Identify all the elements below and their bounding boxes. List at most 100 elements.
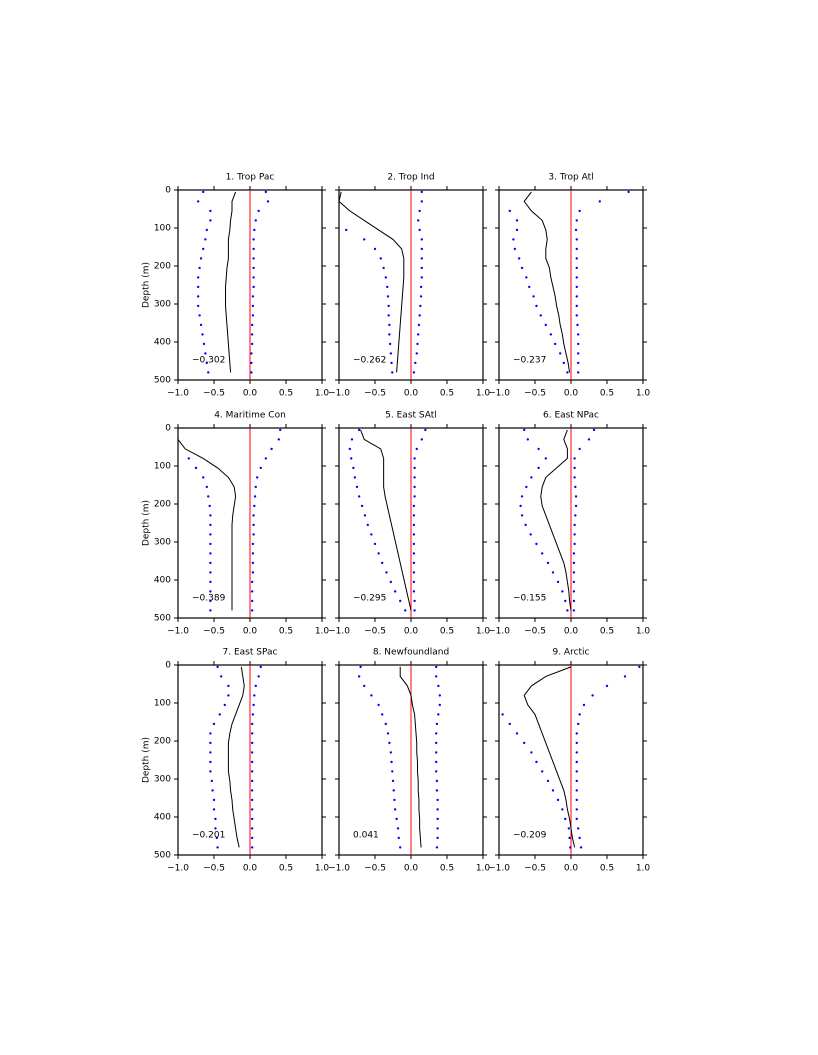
- panel: 7. East SPac Depth (m) 0 100 200 300 400 500 −1.…: [142, 648, 330, 874]
- profile-dot: [413, 609, 416, 612]
- profile-dot: [390, 760, 393, 764]
- profile-dot: [250, 732, 254, 735]
- profile-dot: [515, 732, 519, 735]
- profile-dot: [209, 561, 212, 565]
- profile-dot: [413, 457, 416, 460]
- profile-dot: [577, 827, 580, 830]
- profile-dot: [204, 352, 207, 355]
- profile-dot: [435, 770, 438, 773]
- panel: 1. Trop Pac Depth (m) 0 100 200 300 400 500 −1.0…: [142, 173, 330, 399]
- profile-dot: [355, 485, 359, 489]
- profile-dot: [575, 798, 578, 802]
- y-tick-label: 300: [154, 538, 171, 548]
- plot-area: [519, 428, 596, 612]
- profile-dot: [537, 447, 540, 451]
- profile-dot: [393, 808, 397, 811]
- x-tick-label: 0.5: [279, 864, 293, 874]
- annotation: −0.262: [353, 356, 386, 366]
- profile-dot: [209, 741, 212, 745]
- profile-dot: [515, 228, 519, 232]
- profile-dot: [196, 295, 200, 298]
- profile-dot: [627, 190, 630, 194]
- profile-dot: [575, 219, 578, 222]
- profile-dot: [574, 495, 578, 498]
- profile-dot: [592, 428, 596, 432]
- profile-dot: [508, 722, 511, 726]
- profile-dot: [198, 266, 201, 270]
- profile-dot: [393, 798, 396, 802]
- panel: 4. Maritime Con Depth (m) 0 100 200 300 400 500…: [142, 411, 330, 637]
- profile-dot: [572, 599, 576, 603]
- y-tick-label: 100: [154, 224, 171, 234]
- profile-dot: [435, 722, 439, 726]
- profile-dot: [556, 580, 560, 584]
- profile-dot: [419, 295, 423, 298]
- profile-dot: [199, 257, 203, 260]
- profile-dot: [250, 352, 253, 355]
- profile-dot: [598, 200, 601, 203]
- panel: 9. Arctic −1.0 −0.5 0.0 0.5 1.0 −0.209: [488, 648, 650, 874]
- profile-dot: [264, 190, 268, 194]
- profile-dot: [395, 817, 398, 821]
- annotation: −0.295: [353, 594, 386, 604]
- profile-dot: [529, 533, 532, 536]
- profile-dot: [417, 333, 420, 336]
- profile-dot: [386, 285, 389, 289]
- profile-dot: [377, 552, 380, 555]
- panel-title: 3. Trop Atl: [548, 173, 593, 183]
- profile-dot: [535, 304, 538, 308]
- profile-dot: [251, 713, 255, 716]
- profile-dot: [525, 485, 528, 489]
- profile-dot: [577, 361, 580, 365]
- profile-dot: [257, 209, 260, 213]
- profile-dot: [412, 542, 416, 546]
- profile-dot: [202, 190, 205, 194]
- profile-dot: [389, 751, 393, 754]
- profile-dot: [252, 523, 255, 527]
- profile-dot: [252, 285, 255, 289]
- profile-dot: [575, 741, 578, 745]
- profile-dot: [250, 580, 254, 584]
- profile-dot: [399, 846, 402, 849]
- x-tick-label: 1.0: [636, 864, 651, 874]
- profile-dot: [391, 779, 395, 783]
- profile-dot: [257, 675, 260, 678]
- profile-dot: [209, 732, 212, 735]
- y-tick-label: 100: [154, 699, 171, 709]
- plot-area: [339, 190, 423, 374]
- profile-dot: [363, 238, 366, 241]
- profile-dot: [210, 779, 214, 783]
- profile-dot: [564, 599, 567, 603]
- annotation: −0.302: [192, 356, 225, 366]
- annotation: −0.389: [192, 594, 226, 604]
- x-tick-label: 0.5: [600, 864, 614, 874]
- profile-dot: [250, 741, 254, 745]
- profile-dot: [574, 514, 577, 517]
- profile-dot: [575, 295, 578, 298]
- profile-dot: [569, 846, 572, 849]
- x-tick-label: 0.0: [404, 627, 419, 637]
- profile-dot: [220, 675, 223, 678]
- profile-dot: [250, 609, 254, 612]
- profile-dot: [420, 200, 423, 203]
- panel-title: 9. Arctic: [552, 648, 589, 658]
- panel-title: 8. Newfoundland: [373, 648, 449, 658]
- profile-dot: [582, 703, 586, 707]
- profile-dot: [501, 713, 504, 716]
- profile-dot: [357, 495, 361, 498]
- profile-dot: [578, 209, 581, 213]
- panel-title: 5. East SAtl: [385, 411, 437, 421]
- x-tick-label: −1.0: [167, 627, 189, 637]
- profile-dot: [207, 371, 210, 374]
- profile-dot: [250, 599, 254, 603]
- profile-line: [178, 429, 237, 611]
- profile-line: [399, 666, 422, 848]
- plot-area: [209, 665, 262, 849]
- profile-dot: [353, 476, 357, 479]
- profile-dot: [572, 571, 576, 574]
- profile-dot: [436, 836, 439, 840]
- profile-dot: [209, 219, 212, 222]
- profile-dot: [572, 561, 576, 565]
- x-tick-label: 0.0: [243, 627, 258, 637]
- profile-dot: [551, 571, 555, 574]
